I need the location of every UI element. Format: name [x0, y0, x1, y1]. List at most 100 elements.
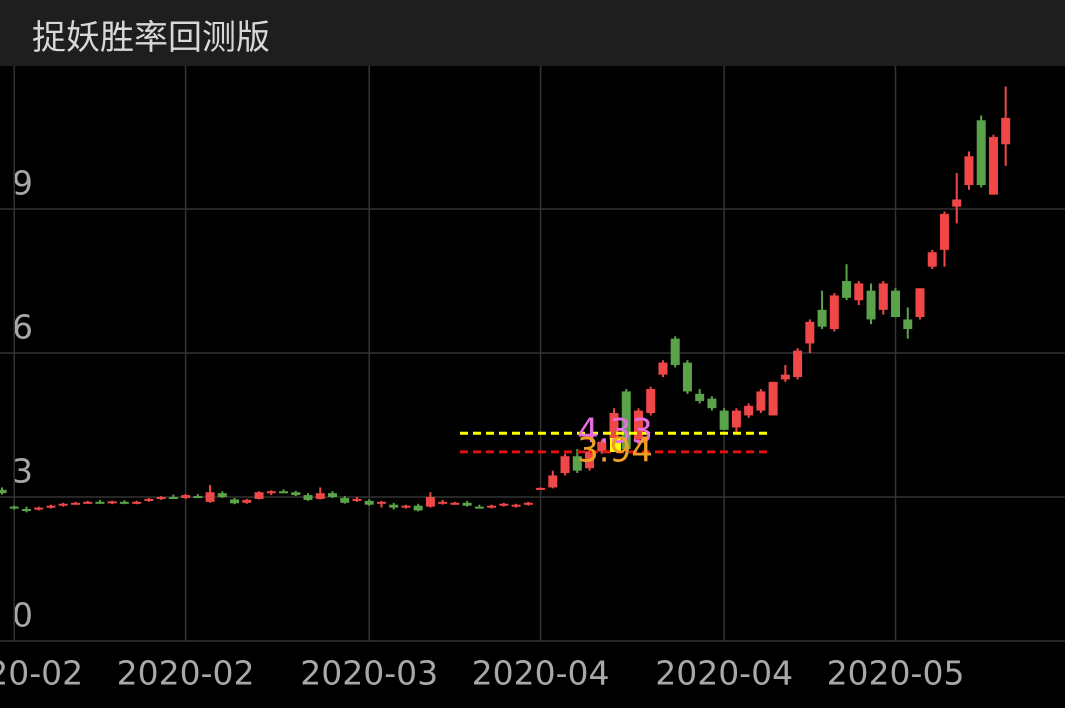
candle-body: [450, 502, 460, 505]
candle-body: [927, 252, 937, 267]
candle-body: [780, 374, 790, 380]
candle-body: [670, 338, 680, 366]
candle-body: [193, 496, 203, 499]
candle-body: [462, 502, 472, 506]
candle-body: [438, 501, 448, 504]
candle-body: [474, 506, 484, 509]
candle-body: [487, 505, 497, 508]
candle-body: [976, 120, 986, 186]
x-tick-label: 2020-02: [117, 654, 255, 693]
candle-body: [707, 398, 717, 409]
candle-body: [279, 491, 289, 494]
candle-body: [425, 497, 435, 507]
candle-body: [230, 499, 240, 504]
candle-body: [83, 501, 93, 504]
x-tick-label: 2020-02: [0, 654, 83, 693]
candle-body: [621, 391, 631, 450]
candle-body: [1001, 117, 1011, 145]
candle-body: [242, 499, 252, 503]
candle-body: [719, 410, 729, 430]
candle-body: [291, 492, 301, 496]
candle-body: [633, 410, 643, 440]
y-tick-label: 9: [12, 164, 33, 203]
candle-body: [756, 391, 766, 411]
candle-body: [499, 503, 509, 506]
candle-body: [511, 504, 521, 507]
candle-body: [536, 487, 546, 490]
candle-body: [952, 199, 962, 207]
signal-marker: [610, 438, 621, 452]
candle-body: [34, 507, 44, 510]
candle-body: [609, 413, 619, 440]
candle-body: [352, 498, 362, 501]
candle-body: [413, 505, 423, 511]
candle-body: [548, 475, 558, 488]
candle-body: [340, 497, 350, 503]
x-tick-label: 2020-05: [827, 654, 965, 693]
x-tick-label: 2020-04: [472, 654, 610, 693]
candle-body: [119, 501, 129, 504]
y-tick-label: 0: [12, 596, 33, 635]
candle-body: [988, 137, 998, 195]
title: 捉妖胜率回测版: [32, 18, 270, 58]
candle-body: [46, 505, 56, 508]
y-tick-label: 3: [12, 452, 33, 491]
candle-body: [107, 501, 117, 504]
candle-body: [95, 501, 105, 504]
candle-body: [9, 506, 19, 509]
candle-body: [205, 492, 215, 502]
candle-body: [744, 405, 754, 416]
x-tick-label: 2020-03: [300, 654, 438, 693]
candle-body: [132, 501, 142, 504]
candle-body: [939, 213, 949, 250]
candle-body: [156, 497, 166, 500]
candle-body: [597, 441, 607, 452]
candle-body: [805, 321, 815, 344]
candle-body: [266, 491, 276, 494]
candle-body: [376, 501, 386, 504]
candle-body: [829, 295, 839, 330]
y-tick-label: 6: [12, 308, 33, 347]
candle-body: [303, 495, 313, 500]
candle-body: [217, 493, 227, 498]
candle-body: [401, 505, 411, 508]
candle-body: [866, 290, 876, 320]
candle-body: [731, 410, 741, 428]
candle-body: [817, 309, 827, 327]
candle-body: [168, 497, 178, 500]
header-bar: 捉妖胜率回测版: [0, 0, 1065, 66]
reference-label: 3.94: [577, 430, 653, 470]
candle-body: [144, 498, 154, 501]
candle-body: [315, 493, 325, 499]
candle-body: [915, 288, 925, 318]
candle-body: [646, 389, 656, 414]
candle-body: [658, 362, 668, 375]
candle-body: [70, 502, 80, 505]
candle-body: [364, 500, 374, 505]
candle-body: [793, 350, 803, 378]
candle-body: [964, 156, 974, 186]
candle-body: [560, 456, 570, 474]
candle-body: [842, 281, 852, 298]
chart: 0 3 6 9 2020-02 2020-02 2020-03 2020-04 2020-04 2…: [0, 66, 1065, 693]
candle-body: [768, 381, 778, 416]
x-tick-label: 2020-04: [655, 654, 793, 693]
candle-body: [891, 290, 901, 318]
candle-body: [327, 493, 337, 498]
candle-body: [0, 489, 7, 494]
candle-body: [695, 393, 705, 402]
candle-body: [523, 502, 533, 505]
candle-body: [854, 283, 864, 301]
candle-body: [903, 319, 913, 330]
candle-body: [58, 503, 68, 506]
candle-body: [585, 451, 595, 469]
candle-body: [572, 456, 582, 471]
candle-body: [21, 509, 31, 512]
candle-body: [181, 495, 191, 498]
reference-label: 4.33: [577, 412, 653, 452]
candle-body: [878, 283, 888, 310]
candle-body: [682, 362, 692, 392]
candle-body: [389, 504, 399, 508]
candle-body: [254, 492, 264, 499]
